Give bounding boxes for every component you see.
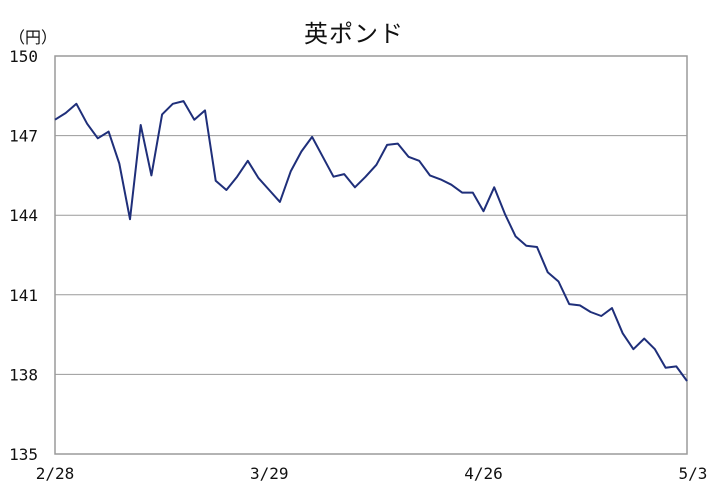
y-tick-label: 135 [9,445,38,464]
y-tick-label: 141 [9,286,38,305]
y-axis-ticks: 135 138 141 144 147 150 [9,47,38,464]
series-layer [54,100,688,382]
y-unit-label: （円） [9,28,58,47]
x-tick-label: 5/31 [678,464,708,483]
y-tick-label: 147 [9,127,38,146]
x-axis-ticks: 2/28 3/29 4/26 5/31 [36,464,708,483]
plot-area-frame [54,55,688,455]
series-line [54,100,688,382]
y-tick-label: 138 [9,365,38,384]
chart-title: 英ポンド [304,20,404,48]
x-tick-label: 2/28 [36,464,75,483]
x-tick-label: 3/29 [250,464,289,483]
y-tick-label: 150 [9,47,38,66]
x-tick-label: 4/26 [464,464,503,483]
grid-lines [55,135,687,375]
y-tick-label: 144 [9,206,38,225]
